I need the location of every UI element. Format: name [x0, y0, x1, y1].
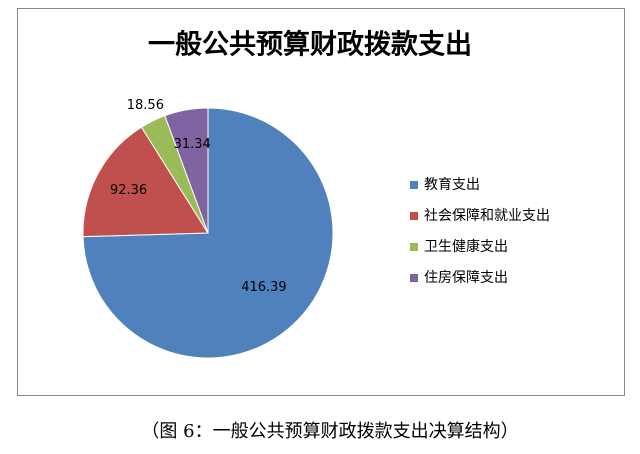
- legend-swatch: [410, 274, 418, 282]
- legend-label: 住房保障支出: [424, 270, 508, 286]
- pie-slice: [164, 107, 209, 234]
- legend-label: 社会保障和就业支出: [424, 208, 550, 224]
- legend-label: 教育支出: [424, 177, 480, 193]
- caption: （图 6：一般公共预算财政拨款支出决算结构）: [141, 421, 518, 442]
- data-label: 92.36: [110, 183, 147, 198]
- legend-swatch: [410, 181, 418, 189]
- data-label: 416.39: [241, 280, 287, 295]
- legend-swatch: [410, 212, 418, 220]
- pie-slice: [82, 126, 209, 238]
- data-label: 18.56: [127, 98, 164, 113]
- chart-title: 一般公共预算财政拨款支出: [148, 29, 472, 61]
- legend-label: 卫生健康支出: [424, 238, 508, 255]
- data-label: 31.34: [174, 137, 211, 152]
- legend-swatch: [410, 243, 418, 251]
